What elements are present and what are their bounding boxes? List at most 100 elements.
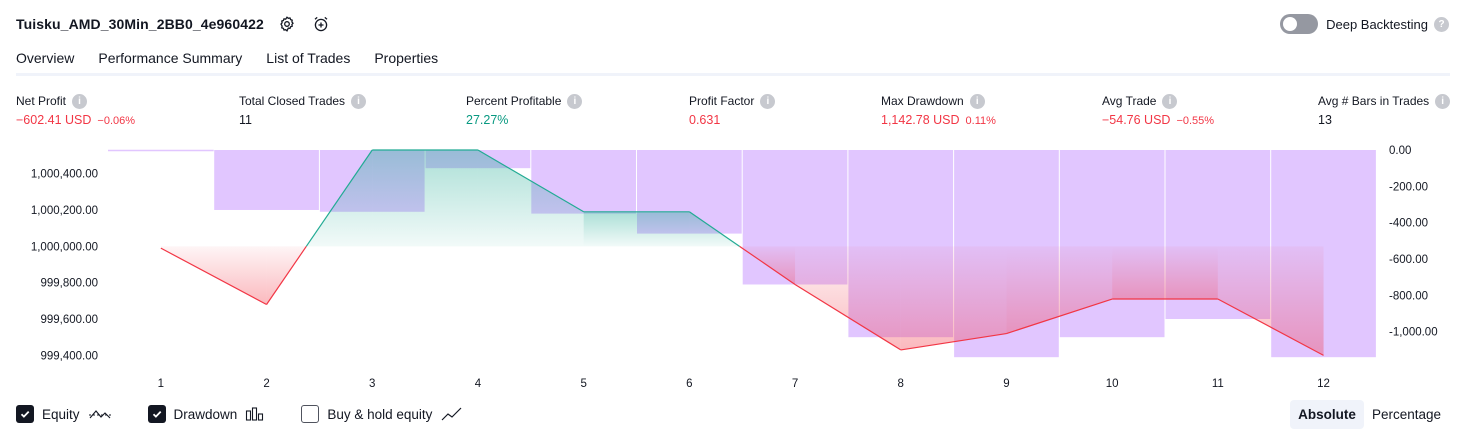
- equity-line-segment: [305, 149, 373, 247]
- metric-max-drawdown: Max Drawdown i 1,142.78 USD 0.11%: [881, 93, 996, 127]
- x-axis-tick: 3: [369, 378, 375, 390]
- x-axis-tick: 7: [792, 378, 798, 390]
- x-axis-tick: 1: [158, 378, 164, 390]
- legend-label: Equity: [42, 406, 80, 422]
- metric-value: 11: [239, 113, 252, 127]
- equity-drawdown-chart[interactable]: 1,000,400.00 1,000,200.00 1,000,000.00 999,…: [0, 140, 1466, 395]
- legend-drawdown[interactable]: Drawdown: [147, 405, 266, 423]
- right-axis-tick: -1,000.00: [1389, 327, 1438, 339]
- equity-fill-below: [1217, 246, 1324, 356]
- tabs-divider: [16, 73, 1450, 76]
- info-icon[interactable]: i: [567, 93, 583, 109]
- info-icon[interactable]: i: [72, 93, 88, 109]
- equity-line-segment: [739, 245, 796, 285]
- alarm-plus-icon[interactable]: [310, 13, 332, 35]
- strategy-title: Tuisku_AMD_30Min_2BB0_4e960422: [16, 16, 264, 32]
- drawdown-checkbox[interactable]: [147, 405, 166, 423]
- scale-mode-toggle: Absolute Percentage: [1290, 400, 1449, 429]
- metrics-row: Net Profit i −602.41 USD −0.06% Total Clos…: [0, 93, 1466, 133]
- tab-performance-summary[interactable]: Performance Summary: [98, 50, 243, 66]
- deep-backtesting: Deep Backtesting ?: [1280, 12, 1449, 36]
- check-icon: [152, 410, 161, 418]
- equity-line-segment: [794, 283, 902, 351]
- left-axis-tick: 1,000,400.00: [31, 169, 98, 181]
- bar-chart-icon: [245, 406, 265, 422]
- info-icon[interactable]: i: [351, 93, 367, 109]
- metric-label: Percent Profitable: [466, 94, 562, 108]
- equity-fill-above: [372, 150, 478, 247]
- equity-line-segment: [477, 149, 584, 213]
- tab-list-of-trades[interactable]: List of Trades: [266, 50, 351, 66]
- x-axis-tick: 6: [686, 378, 692, 390]
- info-icon[interactable]: i: [1435, 93, 1451, 109]
- equity-line-segment: [160, 247, 267, 306]
- metric-label: Avg Trade: [1102, 94, 1157, 108]
- x-axis-tick: 2: [263, 378, 269, 390]
- metric-value: 27.27%: [466, 113, 509, 127]
- metric-label: Avg # Bars in Trades: [1318, 94, 1430, 108]
- equity-line-segment: [689, 211, 740, 247]
- metric-value: 1,142.78 USD: [881, 113, 960, 127]
- buy-hold-checkbox[interactable]: [301, 405, 320, 423]
- metric-total-closed-trades: Total Closed Trades i 11: [239, 93, 367, 127]
- check-icon: [20, 410, 30, 418]
- x-axis-tick: 10: [1106, 378, 1119, 390]
- mode-absolute[interactable]: Absolute: [1290, 400, 1364, 429]
- left-axis-tick: 999,400.00: [40, 350, 98, 362]
- info-icon[interactable]: i: [969, 93, 985, 109]
- equity-fill-below: [1006, 246, 1113, 334]
- legend-label: Buy & hold equity: [327, 406, 433, 422]
- tab-overview[interactable]: Overview: [16, 44, 75, 76]
- info-icon[interactable]: i: [760, 93, 776, 109]
- right-axis-tick: -800.00: [1389, 290, 1428, 302]
- metric-value: 13: [1318, 113, 1332, 127]
- equity-fill-below: [795, 246, 901, 350]
- equity-fill-above: [583, 211, 690, 247]
- x-axis-tick: 11: [1212, 378, 1224, 390]
- right-axis-tick: -200.00: [1389, 181, 1428, 193]
- x-axis-tick: 9: [1003, 378, 1009, 390]
- equity-line-segment: [900, 332, 1007, 351]
- legend-equity[interactable]: Equity: [16, 405, 112, 423]
- equity-fill-below: [1112, 246, 1218, 300]
- metric-label: Total Closed Trades: [239, 94, 346, 108]
- left-axis-tick: 1,000,200.00: [31, 205, 98, 217]
- toggle-knob: [1283, 17, 1298, 31]
- equity-checkbox[interactable]: [16, 405, 34, 423]
- left-axis-tick: 999,800.00: [40, 278, 98, 290]
- left-axis-tick: 1,000,000.00: [31, 241, 98, 253]
- equity-fill-below: [900, 246, 1007, 350]
- metric-percent: 0.11%: [965, 115, 996, 127]
- legend-label: Drawdown: [173, 406, 238, 422]
- equity-line-segment: [1006, 298, 1113, 335]
- metric-profit-factor: Profit Factor i 0.631: [689, 93, 776, 127]
- right-axis-tick: -600.00: [1389, 254, 1428, 266]
- metric-value: −602.41 USD: [16, 113, 92, 127]
- mode-percentage[interactable]: Percentage: [1371, 407, 1441, 422]
- right-axis-tick: -400.00: [1389, 218, 1428, 230]
- metric-percent: −0.55%: [1176, 115, 1215, 127]
- right-axis-tick: 0.00: [1389, 145, 1411, 157]
- equity-line-icon: [88, 406, 112, 422]
- metric-net-profit: Net Profit i −602.41 USD −0.06%: [16, 93, 135, 127]
- gear-icon[interactable]: [276, 13, 298, 35]
- metric-value: −54.76 USD: [1102, 113, 1171, 127]
- equity-line-segment: [1217, 298, 1324, 356]
- legend-buy-hold[interactable]: Buy & hold equity: [301, 405, 464, 423]
- tab-properties[interactable]: Properties: [374, 50, 439, 66]
- left-axis-tick: 999,600.00: [40, 314, 98, 326]
- metric-percent: −0.06%: [97, 115, 136, 127]
- deep-backtesting-label: Deep Backtesting: [1326, 16, 1428, 32]
- metric-label: Profit Factor: [689, 94, 755, 108]
- metric-value: 0.631: [689, 113, 721, 127]
- metric-avg-bars: Avg # Bars in Trades i 13: [1318, 93, 1451, 127]
- info-icon[interactable]: i: [1162, 93, 1178, 109]
- deep-backtesting-toggle[interactable]: [1280, 14, 1319, 34]
- x-axis-tick: 8: [898, 378, 904, 390]
- x-axis-tick: 4: [475, 378, 482, 390]
- trend-line-icon: [440, 406, 464, 422]
- equity-line-segment: [266, 245, 307, 305]
- chart-legend: Equity Drawdown Buy & hold equity: [16, 403, 500, 425]
- help-icon[interactable]: ?: [1434, 16, 1449, 32]
- metric-label: Net Profit: [16, 94, 67, 108]
